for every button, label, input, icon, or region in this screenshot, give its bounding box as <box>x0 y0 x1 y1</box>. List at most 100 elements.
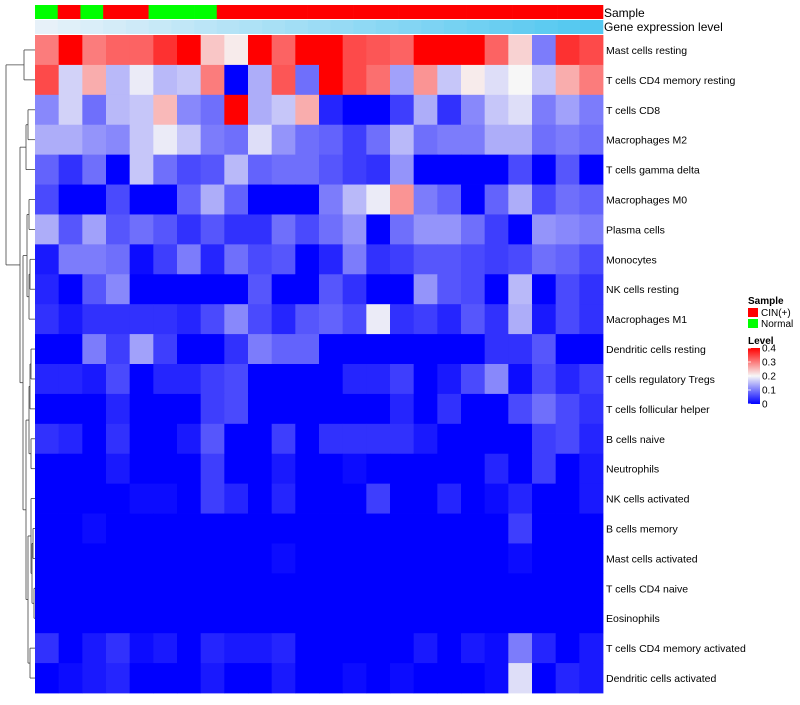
heatmap-cell <box>461 423 486 455</box>
heatmap-cell <box>437 35 462 66</box>
heatmap-cell <box>35 483 60 514</box>
heatmap-cell <box>342 453 367 485</box>
heatmap-cell <box>271 423 296 455</box>
heatmap-cell <box>461 393 486 425</box>
heatmap-cell <box>484 334 509 365</box>
heatmap-cell <box>106 304 131 335</box>
heatmap-cell <box>129 663 154 694</box>
heatmap-cell <box>106 364 131 395</box>
heatmap-cell <box>319 513 344 544</box>
heatmap-cell <box>129 244 154 275</box>
expression-annotation-cell <box>466 20 490 34</box>
heatmap-cell <box>484 423 509 455</box>
heatmap-cell <box>35 35 60 66</box>
heatmap-cell <box>484 304 509 335</box>
heatmap-cell <box>82 184 107 215</box>
heatmap-cell <box>437 663 462 694</box>
heatmap-cell <box>153 453 178 485</box>
expression-annotation-cell <box>557 20 581 34</box>
heatmap-cell <box>177 603 202 634</box>
heatmap-cell <box>200 513 225 544</box>
heatmap-cell <box>224 124 249 156</box>
heatmap-cell <box>366 184 391 215</box>
heatmap-cell <box>342 334 367 365</box>
heatmap-cell <box>295 573 320 604</box>
heatmap-cell <box>200 543 225 574</box>
heatmap-cell <box>153 244 178 275</box>
heatmap-cell <box>484 154 509 185</box>
heatmap-cell <box>106 244 131 275</box>
heatmap-cell <box>295 453 320 485</box>
heatmap-cell <box>484 483 509 514</box>
heatmap-cell <box>508 633 533 664</box>
heatmap-cell <box>390 663 415 694</box>
row-label: T cells regulatory Tregs <box>606 374 715 386</box>
heatmap-cell <box>82 364 107 395</box>
heatmap-cell <box>413 513 438 544</box>
heatmap-cell <box>248 304 273 335</box>
heatmap-cell <box>508 513 533 544</box>
heatmap-cell <box>342 35 367 66</box>
heatmap-cell <box>484 35 509 66</box>
heatmap-cell <box>200 64 225 96</box>
heatmap-cell <box>342 94 367 126</box>
heatmap-cell <box>295 633 320 664</box>
heatmap-cell <box>58 274 83 305</box>
heatmap-cell <box>153 364 178 395</box>
heatmap-cell <box>58 573 83 604</box>
heatmap-cell <box>248 663 273 694</box>
heatmap-cell <box>271 633 296 664</box>
heatmap-cell <box>461 633 486 664</box>
heatmap-cell <box>366 124 391 156</box>
heatmap-cell <box>461 663 486 694</box>
heatmap-cell <box>58 184 83 215</box>
heatmap-cell <box>342 603 367 634</box>
heatmap-cell <box>532 603 557 634</box>
heatmap-cell <box>390 423 415 455</box>
heatmap-cell <box>484 124 509 156</box>
row-label: NK cells resting <box>606 284 679 296</box>
heatmap-cell <box>342 184 367 215</box>
heatmap-cell <box>508 214 533 245</box>
heatmap-cell <box>461 334 486 365</box>
expression-annotation-cell <box>580 20 604 34</box>
heatmap-cell <box>82 304 107 335</box>
heatmap-cell <box>579 334 604 365</box>
row-label: Mast cells resting <box>606 45 687 57</box>
heatmap-cell <box>390 633 415 664</box>
expression-annotation-cell <box>57 20 81 34</box>
heatmap-cell <box>248 543 273 574</box>
heatmap-cell <box>106 64 131 96</box>
heatmap-cell <box>319 64 344 96</box>
heatmap-cell <box>153 35 178 66</box>
heatmap-cell <box>82 453 107 485</box>
heatmap-cell <box>153 663 178 694</box>
heatmap-cell <box>413 214 438 245</box>
sample-annotation-cell <box>103 5 127 19</box>
heatmap-cell <box>437 124 462 156</box>
sample-annotation-cell <box>262 5 286 19</box>
heatmap-cell <box>579 35 604 66</box>
expression-annotation-cell <box>35 20 59 34</box>
heatmap-cell <box>58 423 83 455</box>
heatmap-cell <box>579 154 604 185</box>
heatmap-cell <box>295 543 320 574</box>
heatmap-cell <box>177 274 202 305</box>
heatmap-cell <box>295 124 320 156</box>
heatmap-cell <box>224 334 249 365</box>
heatmap-cell <box>579 453 604 485</box>
heatmap-cell <box>224 393 249 425</box>
legend-sample-title: Sample <box>748 296 784 307</box>
heatmap-cell <box>153 214 178 245</box>
heatmap-cell <box>579 364 604 395</box>
heatmap-cell <box>484 364 509 395</box>
heatmap-cell <box>390 184 415 215</box>
heatmap-cell <box>366 244 391 275</box>
heatmap-cell <box>532 334 557 365</box>
heatmap-cell <box>129 94 154 126</box>
heatmap-cells <box>35 35 604 694</box>
heatmap-cell <box>129 334 154 365</box>
sample-annotation-cell <box>330 5 354 19</box>
heatmap-cell <box>579 393 604 425</box>
heatmap-cell <box>153 543 178 574</box>
